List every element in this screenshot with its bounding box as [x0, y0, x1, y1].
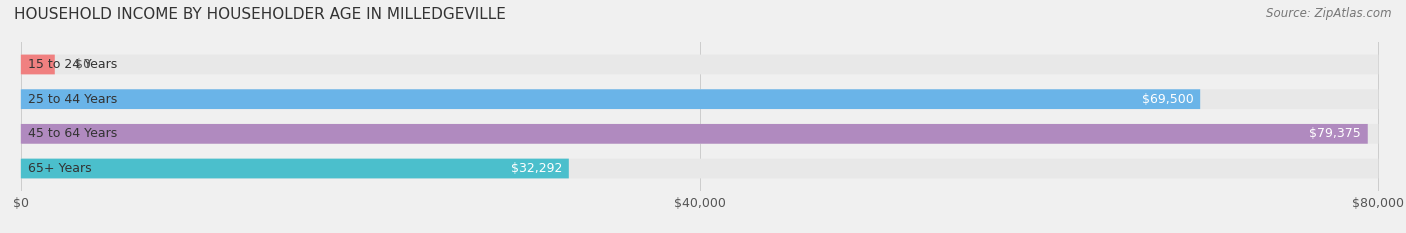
- FancyBboxPatch shape: [21, 55, 55, 74]
- FancyBboxPatch shape: [21, 159, 1378, 178]
- Text: HOUSEHOLD INCOME BY HOUSEHOLDER AGE IN MILLEDGEVILLE: HOUSEHOLD INCOME BY HOUSEHOLDER AGE IN M…: [14, 7, 506, 22]
- FancyBboxPatch shape: [21, 89, 1201, 109]
- Text: $69,500: $69,500: [1142, 93, 1194, 106]
- FancyBboxPatch shape: [21, 89, 1378, 109]
- Text: Source: ZipAtlas.com: Source: ZipAtlas.com: [1267, 7, 1392, 20]
- FancyBboxPatch shape: [21, 124, 1368, 144]
- Text: 15 to 24 Years: 15 to 24 Years: [28, 58, 117, 71]
- Text: $32,292: $32,292: [510, 162, 562, 175]
- Text: 25 to 44 Years: 25 to 44 Years: [28, 93, 117, 106]
- Text: $0: $0: [75, 58, 91, 71]
- FancyBboxPatch shape: [21, 55, 1378, 74]
- Text: 65+ Years: 65+ Years: [28, 162, 91, 175]
- Text: $79,375: $79,375: [1309, 127, 1361, 140]
- Text: 45 to 64 Years: 45 to 64 Years: [28, 127, 117, 140]
- FancyBboxPatch shape: [21, 124, 1378, 144]
- FancyBboxPatch shape: [21, 159, 569, 178]
